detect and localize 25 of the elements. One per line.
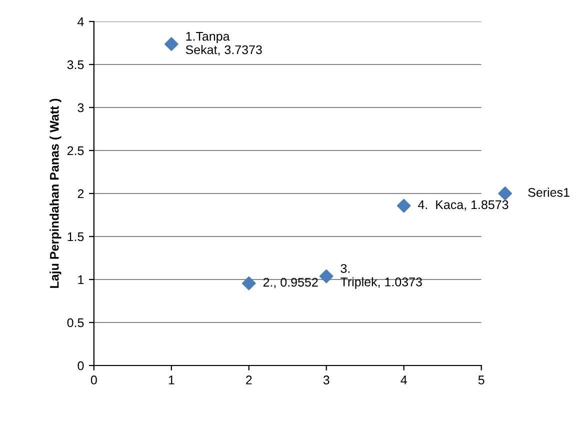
point <box>319 269 334 284</box>
y-tick-label: 1 <box>78 275 84 284</box>
y-tick-label: 0.5 <box>67 318 84 328</box>
data-label: 2., 0.9552 <box>263 278 318 288</box>
point <box>396 198 411 213</box>
data-label: 4. Kaca, 1.8573 <box>418 200 508 211</box>
y-tick-label: 0 <box>78 361 84 370</box>
y-tick-label: 1.5 <box>68 232 84 242</box>
x-tick-label: 4 <box>400 376 407 384</box>
y-tick-label: 2.5 <box>67 146 84 156</box>
x-tick-label: 3 <box>323 376 330 384</box>
x-tick-label: 1 <box>168 376 174 384</box>
data-label: 3. Triplek, 1.0373 <box>340 264 422 289</box>
y-tick-label: 3.5 <box>67 60 84 70</box>
y-tick-label: 3 <box>78 103 84 112</box>
point <box>164 37 178 51</box>
legend-label: Series1 <box>528 188 570 197</box>
x-tick-label: 5 <box>478 376 484 384</box>
x-tick-label: 0 <box>90 376 97 384</box>
y-axis-title: Laju Perpindahan Panas ( Watt ) <box>50 98 62 288</box>
y-tick-label: 4 <box>78 17 84 26</box>
point <box>242 276 256 290</box>
x-tick-label: 2 <box>246 376 252 384</box>
y-tick-label: 2 <box>78 189 84 198</box>
data-label: 1.Tanpa Sekat, 3.7373 <box>186 32 262 56</box>
